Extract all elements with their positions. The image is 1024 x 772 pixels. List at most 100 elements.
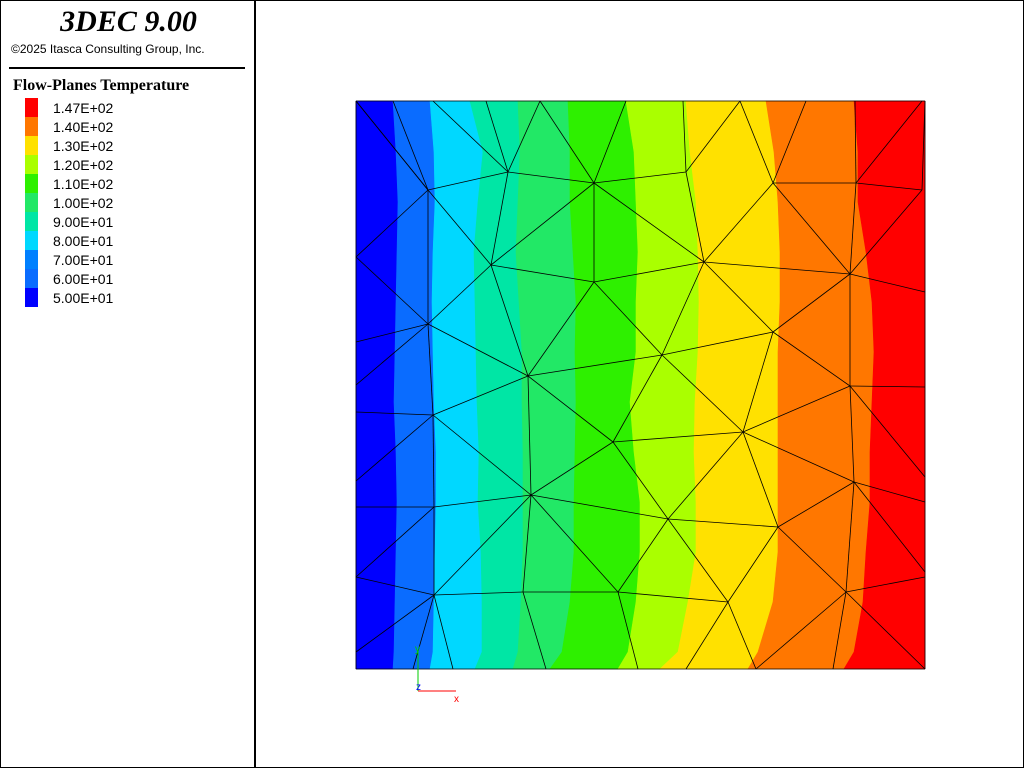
mesh-edge (661, 331, 774, 356)
mesh-edge (355, 506, 435, 578)
legend-label: 1.20E+02 (53, 157, 114, 173)
legend-swatch (25, 174, 38, 193)
legend-swatch (25, 269, 38, 288)
contour-band-2 (392, 100, 437, 670)
mesh-edge (849, 273, 926, 293)
mesh-edge (355, 189, 429, 258)
mesh-edge (832, 591, 847, 670)
mesh-edge (355, 256, 429, 325)
mesh-edge (355, 576, 435, 596)
mesh-edge (427, 189, 492, 266)
mesh-edge (921, 100, 926, 191)
mesh-edge (412, 594, 435, 670)
mesh-edge (742, 431, 855, 483)
mesh-edge (845, 576, 926, 593)
mesh-edge (727, 526, 779, 603)
mesh-edge (427, 323, 529, 377)
mesh-edge (432, 100, 509, 173)
legend-label: 1.10E+02 (53, 176, 114, 192)
contour-band-5 (512, 100, 577, 670)
mesh-edge (433, 494, 532, 508)
mesh-edge (612, 441, 669, 520)
mesh-edge (853, 481, 926, 503)
mesh-edge (742, 385, 851, 433)
temperature-contour-plot[interactable]: y x z (258, 2, 1023, 767)
copyright-text: ©2025 Itasca Consulting Group, Inc. (11, 42, 205, 56)
mesh-edge (490, 171, 509, 266)
mesh-edge (530, 494, 619, 593)
mesh-edge (530, 441, 614, 496)
legend-swatch (25, 288, 38, 307)
mesh-edge (682, 100, 687, 173)
mesh-edge (527, 375, 614, 443)
legend-label: 7.00E+01 (53, 252, 114, 268)
mesh-edge (772, 331, 851, 387)
mesh-edge (667, 518, 729, 603)
mesh-edge (617, 591, 729, 603)
legend-label: 1.30E+02 (53, 138, 114, 154)
mesh-edge (703, 182, 774, 263)
mesh-edge (432, 375, 529, 416)
mesh-edge (433, 591, 524, 596)
mesh-edge (703, 261, 851, 275)
mesh-edge (593, 261, 705, 283)
legend-label: 1.00E+02 (53, 195, 114, 211)
mesh-edge (772, 182, 851, 275)
contour-band-3 (429, 100, 484, 670)
mesh-edge (490, 182, 595, 266)
mesh-edge (667, 518, 779, 528)
legend-label: 5.00E+01 (53, 290, 114, 306)
mesh-edge (355, 323, 429, 386)
mesh-edge (845, 591, 926, 670)
mesh-edge (849, 182, 857, 275)
legend-swatch (25, 231, 38, 250)
legend-swatch (25, 250, 38, 269)
legend-swatch (25, 117, 38, 136)
legend-label: 1.40E+02 (53, 119, 114, 135)
legend-swatch (25, 98, 38, 117)
mesh-edge (355, 414, 434, 482)
mesh-edge (485, 100, 509, 173)
mesh-edge (593, 171, 687, 184)
mesh-edge (777, 481, 855, 528)
mesh-edge (355, 411, 434, 416)
mesh-edge (427, 171, 509, 191)
x-axis-label: x (454, 694, 459, 705)
mesh-edge (392, 100, 429, 191)
legend-label: 1.47E+02 (53, 100, 114, 116)
mesh-edge (777, 526, 847, 593)
legend-title: Flow-Planes Temperature (13, 77, 190, 94)
mesh-edge (490, 264, 595, 283)
app-title: 3DEC 9.00 (60, 5, 197, 38)
model-view[interactable]: y x z (258, 2, 1023, 767)
axis-triad: y x z (415, 644, 459, 705)
mesh-edge (490, 264, 529, 377)
mesh-edge (433, 594, 454, 670)
mesh-edge (355, 100, 429, 191)
z-axis-label: z (416, 682, 421, 693)
mesh-edge (432, 414, 435, 508)
mesh-edge (522, 591, 547, 670)
mesh-edge (849, 385, 926, 388)
mesh-edge (539, 100, 595, 184)
mesh-edge (667, 431, 744, 520)
mesh-edge (772, 273, 851, 333)
mesh-edge (727, 601, 757, 670)
mesh-edge (845, 481, 855, 593)
legend-swatch (25, 193, 38, 212)
title-divider (9, 67, 245, 69)
flow-plane-mesh (355, 100, 926, 670)
mesh-edge (853, 481, 926, 573)
mesh-edge (427, 323, 434, 416)
mesh-edge (507, 100, 541, 173)
y-axis-label: y (415, 644, 420, 655)
contour-band-1 (355, 100, 399, 670)
mesh-edge (527, 281, 595, 377)
mesh-edge (612, 431, 744, 443)
mesh-edge (617, 591, 639, 670)
mesh-edge (530, 494, 669, 520)
legend-swatch (25, 212, 38, 231)
mesh-edge (772, 100, 807, 184)
mesh-edge (507, 171, 595, 184)
